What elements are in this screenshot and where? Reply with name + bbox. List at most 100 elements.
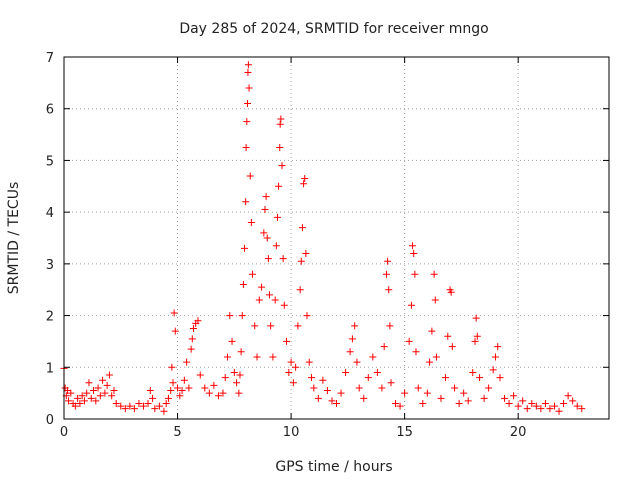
data-point [244, 69, 252, 77]
data-point [387, 379, 395, 387]
data-point [348, 335, 356, 343]
data-point [162, 399, 170, 407]
data-point [264, 255, 272, 263]
data-point [101, 389, 109, 397]
data-point [448, 343, 456, 351]
data-point [279, 255, 287, 263]
data-point [460, 389, 468, 397]
data-point [248, 270, 256, 278]
data-point [392, 399, 400, 407]
data-point [253, 353, 261, 361]
data-point [185, 384, 193, 392]
data-point [396, 402, 404, 410]
data-point [188, 335, 196, 343]
data-point [171, 327, 179, 335]
data-point [126, 402, 134, 410]
data-point [280, 301, 288, 309]
data-point [300, 180, 308, 188]
data-point [426, 358, 434, 366]
data-point [241, 244, 249, 252]
data-point [410, 250, 418, 258]
y-tick-label: 4 [46, 206, 54, 221]
data-point [510, 392, 518, 400]
data-point [90, 387, 98, 395]
data-point [247, 218, 255, 226]
y-tick-label: 0 [46, 413, 54, 428]
data-point [305, 358, 313, 366]
data-point [411, 270, 419, 278]
data-point [528, 399, 536, 407]
data-point [532, 402, 540, 410]
data-point [110, 387, 118, 395]
data-point [201, 384, 209, 392]
data-point [407, 301, 415, 309]
data-point [237, 348, 245, 356]
data-point [485, 384, 493, 392]
data-point [246, 172, 254, 180]
data-point [226, 312, 234, 320]
data-point [67, 389, 75, 397]
data-point [180, 376, 188, 384]
x-tick-label: 10 [283, 425, 300, 440]
data-point [174, 384, 182, 392]
data-point [236, 371, 244, 379]
data-point [405, 337, 413, 345]
data-point [74, 394, 82, 402]
data-point [94, 384, 102, 392]
data-point [245, 84, 253, 92]
data-point [205, 389, 213, 397]
data-point [419, 399, 427, 407]
data-point [551, 402, 558, 410]
data-point [287, 358, 295, 366]
y-tick-label: 7 [46, 51, 54, 66]
data-point [105, 371, 113, 379]
data-point [196, 371, 204, 379]
data-point [183, 358, 191, 366]
data-point [430, 270, 438, 278]
data-point [149, 394, 157, 402]
data-point [275, 182, 283, 190]
data-point [278, 162, 286, 170]
data-point [160, 407, 168, 415]
data-point [80, 397, 88, 405]
data-point [314, 394, 322, 402]
data-point [271, 296, 279, 304]
data-point [369, 353, 377, 361]
data-point [451, 384, 459, 392]
data-point [170, 309, 178, 317]
data-point [303, 312, 311, 320]
data-point [471, 337, 479, 345]
data-point [96, 392, 104, 400]
data-point [360, 394, 368, 402]
data-point [178, 387, 186, 395]
data-point [302, 250, 310, 258]
x-tick-label: 0 [60, 425, 68, 440]
data-point [412, 348, 420, 356]
data-point [228, 337, 236, 345]
axis-ticks: 0 5 10 15 20 0 1 2 3 4 5 6 7 [46, 51, 609, 440]
data-point [221, 374, 229, 382]
data-point [168, 363, 176, 371]
data-point [431, 296, 439, 304]
data-point [569, 397, 577, 405]
data-point [437, 394, 445, 402]
y-tick-label: 3 [46, 258, 54, 273]
data-point [505, 399, 513, 407]
data-point [323, 387, 331, 395]
data-point [76, 399, 84, 407]
y-axis-label: SRMTID / TECUs [6, 182, 22, 295]
data-point [176, 392, 184, 400]
data-point [103, 381, 111, 389]
data-point [266, 291, 274, 299]
data-point [260, 229, 268, 237]
data-point [355, 384, 363, 392]
data-point [155, 402, 163, 410]
data-point [112, 399, 120, 407]
data-point [480, 394, 488, 402]
data-point [230, 368, 238, 376]
data-point [267, 322, 275, 330]
data-point [285, 368, 293, 376]
x-tick-label: 5 [173, 425, 181, 440]
data-point [428, 327, 436, 335]
data-point [151, 405, 159, 413]
